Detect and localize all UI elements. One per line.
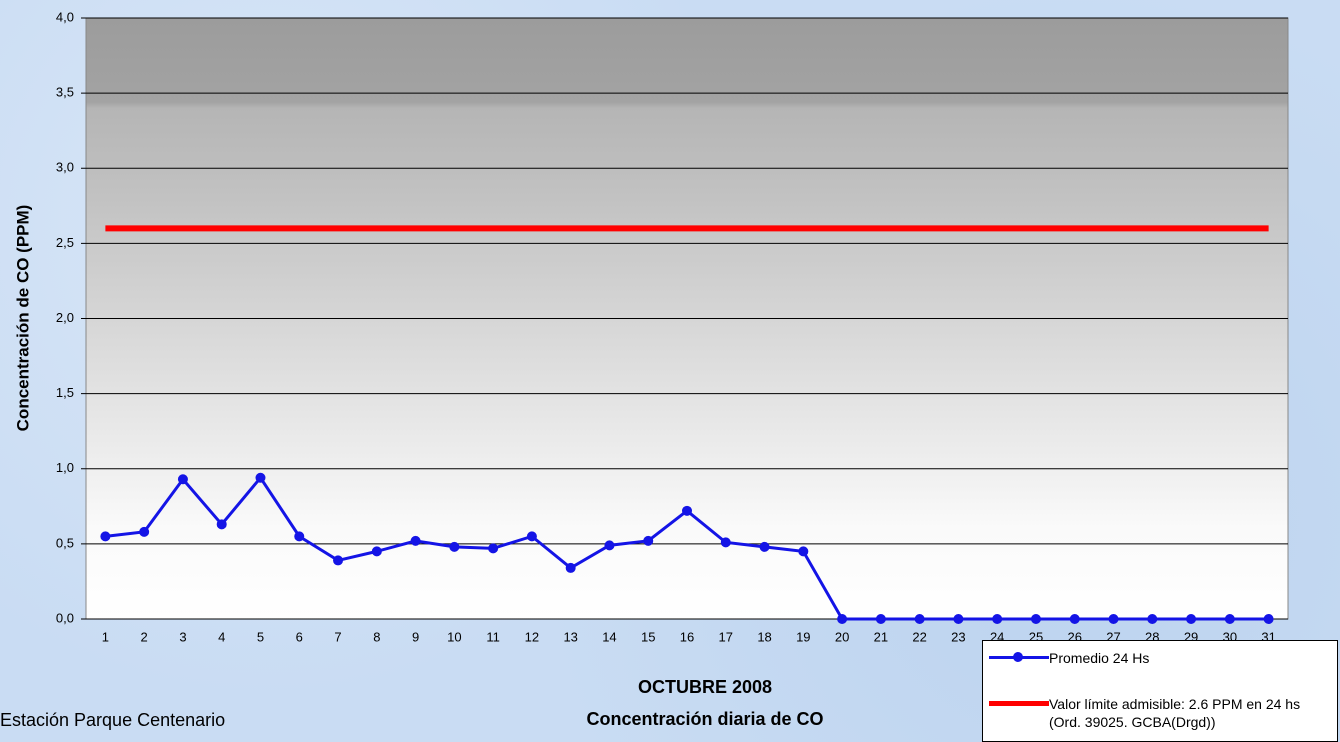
data-point bbox=[1147, 614, 1158, 624]
data-point bbox=[100, 531, 111, 542]
y-tick-label: 2,0 bbox=[56, 310, 74, 325]
legend-swatch bbox=[989, 649, 1049, 665]
x-tick-label: 20 bbox=[835, 629, 849, 644]
x-tick-label: 6 bbox=[296, 629, 303, 644]
x-tick-label: 10 bbox=[447, 629, 461, 644]
data-point bbox=[371, 546, 382, 557]
x-tick-label: 4 bbox=[218, 629, 225, 644]
chart-title: Concentración diaria de CO bbox=[586, 709, 823, 729]
x-tick-label: 13 bbox=[563, 629, 577, 644]
x-tick-label: 11 bbox=[486, 629, 500, 644]
x-tick-label: 18 bbox=[757, 629, 771, 644]
data-point bbox=[875, 614, 886, 624]
legend-item: Valor límite admisible: 2.6 PPM en 24 hs… bbox=[989, 695, 1329, 731]
data-point bbox=[837, 614, 848, 624]
y-tick-label: 4,0 bbox=[56, 9, 74, 24]
x-tick-label: 17 bbox=[719, 629, 733, 644]
x-axis-title: OCTUBRE 2008 bbox=[638, 677, 772, 697]
data-point bbox=[1108, 614, 1119, 624]
data-point bbox=[139, 526, 150, 537]
x-tick-label: 16 bbox=[680, 629, 694, 644]
data-point bbox=[992, 614, 1003, 624]
x-tick-label: 8 bbox=[373, 629, 380, 644]
x-tick-label: 7 bbox=[334, 629, 341, 644]
data-point bbox=[177, 474, 188, 485]
y-tick-label: 3,0 bbox=[56, 160, 74, 175]
y-tick-label: 0,0 bbox=[56, 610, 74, 625]
y-tick-label: 3,5 bbox=[56, 85, 74, 100]
x-tick-label: 23 bbox=[951, 629, 965, 644]
x-tick-label: 19 bbox=[796, 629, 810, 644]
annotation: Estación Parque Centenario bbox=[0, 710, 225, 730]
data-point bbox=[759, 541, 770, 552]
x-tick-label: 1 bbox=[102, 629, 109, 644]
y-tick-label: 2,5 bbox=[56, 235, 74, 250]
x-tick-label: 9 bbox=[412, 629, 419, 644]
data-point bbox=[914, 614, 925, 624]
data-point bbox=[294, 531, 305, 542]
x-tick-label: 2 bbox=[141, 629, 148, 644]
data-point bbox=[216, 519, 227, 530]
data-point bbox=[333, 555, 344, 566]
x-tick-label: 12 bbox=[525, 629, 539, 644]
data-point bbox=[1263, 614, 1274, 624]
data-point bbox=[488, 543, 499, 554]
x-tick-label: 22 bbox=[912, 629, 926, 644]
x-tick-label: 3 bbox=[179, 629, 186, 644]
data-point bbox=[255, 472, 266, 483]
legend-swatch bbox=[989, 695, 1049, 711]
x-tick-label: 14 bbox=[602, 629, 616, 644]
legend-label: Valor límite admisible: 2.6 PPM en 24 hs… bbox=[1049, 696, 1301, 730]
x-tick-label: 15 bbox=[641, 629, 655, 644]
y-tick-label: 1,0 bbox=[56, 460, 74, 475]
data-point bbox=[953, 614, 964, 624]
data-point bbox=[449, 541, 460, 552]
y-axis-title: Concentración de CO (PPM) bbox=[13, 205, 32, 432]
y-tick-label: 1,5 bbox=[56, 385, 74, 400]
legend-item: Promedio 24 Hs bbox=[989, 649, 1329, 667]
data-point bbox=[1224, 614, 1235, 624]
data-point bbox=[798, 546, 809, 557]
data-point bbox=[643, 535, 654, 546]
data-point bbox=[720, 537, 731, 548]
data-point bbox=[526, 531, 537, 542]
data-point bbox=[410, 535, 421, 546]
data-point bbox=[1186, 614, 1197, 624]
data-point bbox=[565, 562, 576, 573]
data-point bbox=[1069, 614, 1080, 624]
data-point bbox=[1030, 614, 1041, 624]
x-tick-label: 5 bbox=[257, 629, 264, 644]
legend: Promedio 24 Hs Valor límite admisible: 2.… bbox=[982, 640, 1338, 742]
data-point bbox=[682, 505, 692, 516]
data-point bbox=[604, 540, 615, 551]
y-tick-label: 0,5 bbox=[56, 535, 74, 550]
x-tick-label: 21 bbox=[874, 629, 888, 644]
legend-label: Promedio 24 Hs bbox=[1049, 650, 1150, 666]
